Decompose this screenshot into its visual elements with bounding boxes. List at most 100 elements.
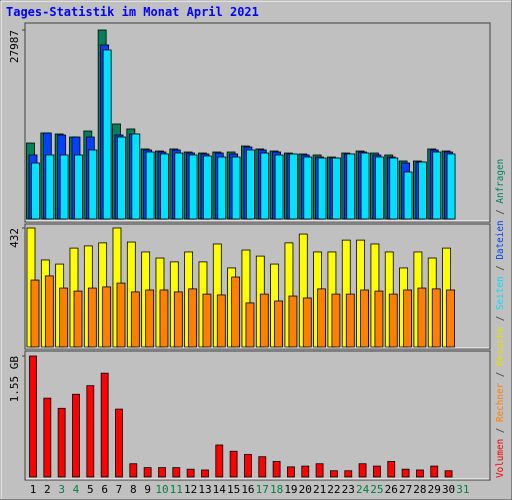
x-tick-label: 21 [313, 483, 326, 496]
bar [444, 470, 453, 478]
bar [418, 161, 427, 220]
legend-entry: Anfragen [495, 159, 506, 204]
bar [159, 289, 169, 348]
legend-separator: / [495, 265, 506, 271]
bar [229, 450, 238, 478]
bar [302, 297, 312, 348]
x-tick-label: 11 [170, 483, 183, 496]
bar [203, 155, 212, 220]
x-tick-label: 13 [198, 483, 211, 496]
y-tick-label: 1.55 GB [8, 356, 21, 403]
bar [446, 153, 456, 220]
bar [346, 153, 356, 220]
bar [374, 290, 384, 348]
bar [30, 279, 40, 348]
x-tick-label: 25 [370, 483, 383, 496]
bar [260, 152, 270, 220]
bar [43, 397, 52, 478]
x-tick-label: 7 [116, 483, 123, 496]
bar [143, 467, 152, 478]
x-tick-label: 22 [327, 483, 340, 496]
legend-separator: / [495, 428, 506, 434]
bar [217, 156, 227, 220]
bar [317, 157, 327, 220]
x-tick-label: 23 [342, 483, 355, 496]
bar [88, 149, 98, 220]
bar [87, 287, 97, 348]
panel [24, 350, 491, 481]
bar [303, 156, 313, 220]
bar [446, 289, 455, 348]
bar [432, 151, 442, 220]
x-tick-label: 14 [213, 483, 227, 496]
bar [160, 153, 169, 220]
bar [403, 289, 412, 348]
x-tick-label: 18 [270, 483, 283, 496]
bar [158, 467, 166, 478]
bar [375, 156, 384, 220]
legend-entry: Seiten [495, 276, 506, 310]
bar [216, 294, 226, 348]
x-tick-label: 6 [101, 483, 108, 496]
bar [430, 465, 439, 478]
x-tick-label: 27 [399, 483, 412, 496]
bar [403, 171, 413, 220]
x-tick-label: 5 [87, 483, 94, 496]
x-tick-label: 16 [241, 483, 254, 496]
bar [45, 154, 55, 220]
bar [202, 293, 212, 348]
x-tick-label: 3 [58, 483, 65, 496]
bar [102, 49, 112, 220]
bar [172, 467, 181, 478]
bar [173, 291, 183, 348]
x-tick-label: 26 [385, 483, 398, 496]
bar [117, 136, 126, 220]
bar [258, 456, 267, 478]
bar [431, 288, 441, 348]
x-tick-label: 19 [284, 483, 297, 496]
x-tick-label: 1 [30, 483, 37, 496]
bar [358, 463, 367, 478]
x-tick-label: 2 [44, 483, 51, 496]
bar [174, 152, 184, 220]
x-tick-label: 15 [227, 483, 240, 496]
bar [360, 289, 369, 348]
legend-separator: / [495, 316, 506, 322]
bar [145, 151, 155, 220]
x-tick-label: 24 [356, 483, 370, 496]
bar [259, 293, 269, 348]
bar [130, 291, 140, 348]
bar [188, 288, 198, 348]
x-tick-label: 12 [184, 483, 197, 496]
bar [274, 300, 284, 348]
legend-separator: / [495, 209, 506, 215]
bar [288, 295, 298, 348]
bar [345, 293, 355, 348]
bar [245, 302, 255, 348]
legend-entry: Volumen [495, 439, 506, 478]
legend-entry: Rechner [495, 382, 506, 422]
bar [73, 290, 83, 348]
bar [274, 154, 284, 220]
bar [289, 153, 298, 220]
bar [72, 393, 80, 478]
bar [131, 133, 141, 220]
bar [59, 154, 69, 220]
bar [387, 460, 396, 478]
bar [315, 463, 324, 478]
legend-entry: Dateien [495, 220, 506, 259]
bar [115, 408, 123, 478]
bar [389, 157, 399, 220]
bar [401, 468, 410, 478]
bar [317, 288, 327, 348]
bar [102, 286, 112, 348]
bar [57, 407, 66, 478]
bar [201, 469, 209, 478]
bar [31, 162, 40, 220]
bar [215, 444, 224, 478]
bar [360, 152, 370, 220]
bar [331, 293, 341, 348]
bar [244, 453, 252, 478]
x-tick-label: 4 [73, 483, 80, 496]
